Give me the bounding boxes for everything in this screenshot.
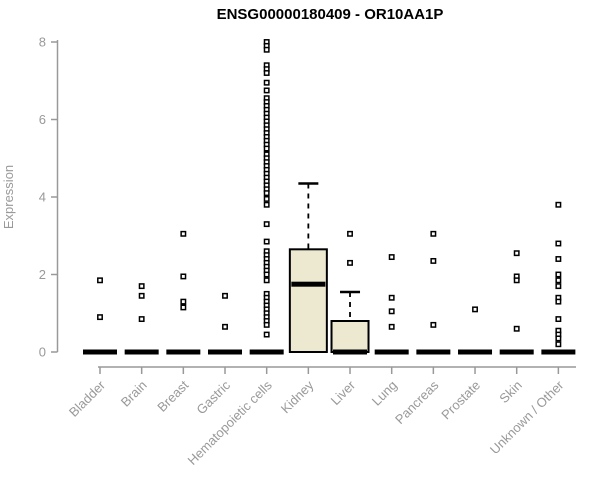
zero-median-dash xyxy=(208,349,243,355)
outlier-point xyxy=(430,230,437,237)
outlier-point xyxy=(263,238,270,245)
zero-median-dash xyxy=(499,349,534,355)
outlier-point xyxy=(138,283,145,290)
outlier-point xyxy=(513,277,520,284)
outlier-point xyxy=(263,195,270,202)
outlier-point xyxy=(263,221,270,228)
outlier-point xyxy=(97,314,103,321)
zero-median-dash xyxy=(416,349,451,355)
outlier-point xyxy=(430,257,437,264)
zero-median-dash xyxy=(374,349,409,355)
chart-title: ENSG00000180409 - OR10AA1P xyxy=(217,6,444,23)
outlier-point xyxy=(555,335,562,342)
x-axis-category-label: Prostate xyxy=(438,378,483,423)
y-axis-tick-label: 0 xyxy=(39,345,46,360)
outlier-point xyxy=(555,201,562,208)
outlier-point xyxy=(222,292,228,299)
outlier-point xyxy=(347,230,353,237)
x-axis-category-label: Bladder xyxy=(66,377,109,420)
outlier-point xyxy=(513,250,520,257)
box xyxy=(288,248,328,353)
outlier-point xyxy=(347,259,353,266)
y-axis-tick-label: 2 xyxy=(39,267,46,282)
outlier-point xyxy=(472,306,478,313)
outlier-point xyxy=(388,308,395,315)
outlier-point xyxy=(555,271,562,278)
outlier-point xyxy=(138,316,145,323)
x-axis-category-label: Skin xyxy=(496,378,524,406)
outlier-point xyxy=(222,323,228,330)
x-axis-category-label: Pancreas xyxy=(392,377,442,427)
x-axis-category-label: Breast xyxy=(154,377,191,414)
box xyxy=(330,320,370,353)
outlier-point xyxy=(180,304,187,311)
outlier-point xyxy=(555,283,562,290)
outlier-point xyxy=(180,298,187,305)
outlier-point xyxy=(555,277,562,284)
outlier-point xyxy=(513,325,520,332)
outlier-point xyxy=(263,201,270,208)
zero-median-dash xyxy=(124,349,159,355)
x-axis-category-label: Kidney xyxy=(278,377,317,416)
outlier-point xyxy=(555,341,562,348)
x-axis-category-label: Unknown / Other xyxy=(487,377,567,457)
outlier-point xyxy=(263,145,270,152)
y-axis-tick-label: 6 xyxy=(39,112,46,127)
zero-median-dash xyxy=(541,349,576,355)
outlier-point xyxy=(555,256,562,262)
x-axis-category-label: Gastric xyxy=(193,377,233,417)
zero-median-dash xyxy=(249,349,284,355)
outlier-point xyxy=(388,254,395,261)
x-axis-category-label: Lung xyxy=(369,378,400,409)
outlier-point xyxy=(263,271,270,278)
outlier-point xyxy=(555,298,562,305)
x-axis-category-label: Liver xyxy=(328,377,359,408)
outlier-point xyxy=(263,321,270,328)
zero-median-dash xyxy=(83,349,117,355)
zero-median-dash xyxy=(333,349,368,355)
box-median xyxy=(291,281,326,287)
outlier-point xyxy=(97,277,103,284)
outlier-point xyxy=(263,79,270,86)
outlier-point xyxy=(263,277,270,284)
outlier-point xyxy=(263,70,270,76)
outlier-point xyxy=(263,331,270,338)
outlier-point xyxy=(180,230,187,237)
x-axis-category-label: Brain xyxy=(118,378,150,410)
zero-median-dash xyxy=(166,349,201,355)
outlier-point xyxy=(263,190,270,197)
zero-median-dash xyxy=(458,349,493,355)
outlier-point xyxy=(138,292,145,299)
outlier-point xyxy=(388,294,395,301)
outlier-point xyxy=(430,321,437,328)
outlier-point xyxy=(180,273,187,280)
outlier-point xyxy=(555,316,562,323)
outlier-point xyxy=(555,240,562,247)
outlier-point xyxy=(263,46,270,53)
y-axis-tick-label: 8 xyxy=(39,35,46,50)
outlier-point xyxy=(388,323,395,330)
y-axis-tick-label: 4 xyxy=(39,190,46,205)
outlier-point xyxy=(263,87,270,94)
y-axis-label: Expression xyxy=(1,165,16,229)
